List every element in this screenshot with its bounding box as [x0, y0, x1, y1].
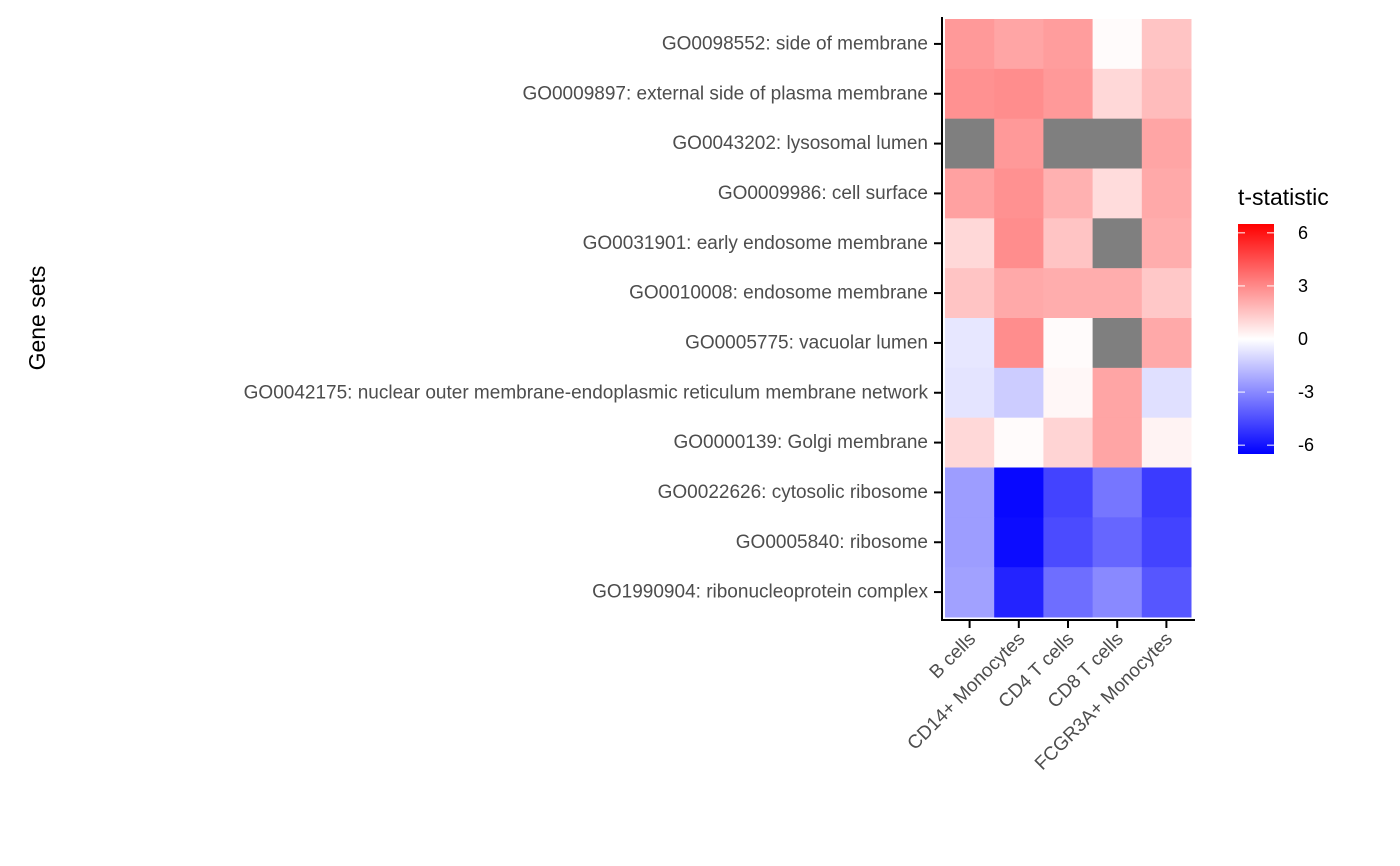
heatmap-cell: [1141, 68, 1192, 120]
heatmap-cell: [994, 168, 1044, 219]
heatmap-cell: [994, 517, 1044, 568]
heatmap-cell: [945, 467, 995, 518]
legend-tick-label: 0: [1298, 329, 1308, 349]
heatmap-cell: [1043, 318, 1094, 369]
heatmap-cell: [994, 467, 1044, 518]
heatmap-cell: [1141, 367, 1192, 419]
heatmap-cell: [1043, 268, 1094, 319]
heatmap-cell: [994, 19, 1044, 70]
heatmap-cell: [1043, 467, 1094, 518]
heatmap-cell: [1141, 19, 1192, 70]
heatmap-cell: [994, 218, 1044, 269]
y-tick-label: GO0005775: vacuolar lumen: [685, 332, 928, 353]
heatmap-cells: [945, 19, 1192, 618]
y-tick-label: GO0022626: cytosolic ribosome: [658, 482, 928, 503]
heatmap-cell: [1092, 567, 1143, 618]
y-axis-label: Gene sets: [24, 266, 50, 371]
heatmap-cell: [994, 268, 1044, 319]
legend-tick-label: -3: [1298, 382, 1314, 402]
heatmap-cell: [1092, 68, 1143, 120]
heatmap-cell: [1141, 417, 1192, 468]
heatmap-cell: [1092, 168, 1143, 219]
heatmap-cell: [1092, 118, 1143, 169]
heatmap-cell: [994, 417, 1044, 468]
heatmap-cell: [1043, 517, 1094, 568]
heatmap-cell: [1043, 367, 1094, 419]
heatmap-cell: [1043, 118, 1094, 169]
heatmap-cell: [1092, 318, 1143, 369]
heatmap-cell: [945, 567, 995, 618]
heatmap-cell: [945, 318, 995, 369]
legend-tick-label: -6: [1298, 435, 1314, 455]
y-axis-ticks: GO0098552: side of membrane GO0009897: ex…: [244, 33, 942, 603]
y-tick-label: GO0043202: lysosomal lumen: [672, 133, 928, 154]
heatmap-cell: [945, 417, 995, 468]
y-tick-label: GO0010008: endosome membrane: [629, 283, 928, 304]
heatmap-cell: [994, 118, 1044, 169]
heatmap-cell: [945, 68, 995, 120]
y-tick-label: GO0098552: side of membrane: [662, 33, 928, 54]
legend-title: t-statistic: [1238, 184, 1329, 210]
y-tick-label: GO1990904: ribonucleoprotein complex: [592, 582, 928, 603]
heatmap-cell: [994, 367, 1044, 419]
heatmap-cell: [1141, 517, 1192, 568]
heatmap-cell: [994, 318, 1044, 369]
heatmap-cell: [1043, 19, 1094, 70]
heatmap-cell: [1043, 567, 1094, 618]
heatmap-cell: [1043, 168, 1094, 219]
heatmap-cell: [1141, 467, 1192, 518]
heatmap-cell: [1092, 417, 1143, 468]
heatmap-cell: [945, 367, 995, 419]
y-tick-label: GO0000139: Golgi membrane: [673, 432, 928, 453]
heatmap-cell: [945, 168, 995, 219]
heatmap-cell: [1043, 68, 1094, 120]
heatmap-cell: [1141, 268, 1192, 319]
heatmap-cell: [1141, 118, 1192, 169]
legend: t-statistic 6 3 0 -3 -6: [1238, 184, 1329, 455]
heatmap-cell: [1141, 318, 1192, 369]
heatmap-cell: [1141, 168, 1192, 219]
heatmap-cell: [1043, 417, 1094, 468]
heatmap-cell: [1092, 268, 1143, 319]
heatmap-cell: [1043, 218, 1094, 269]
legend-tick-label: 3: [1298, 276, 1308, 296]
y-tick-label: GO0009986: cell surface: [718, 183, 928, 204]
y-tick-label: GO0031901: early endosome membrane: [583, 233, 928, 254]
heatmap-cell: [994, 567, 1044, 618]
heatmap-cell: [945, 268, 995, 319]
heatmap-cell: [1092, 517, 1143, 568]
legend-tick-label: 6: [1298, 223, 1308, 243]
y-tick-label: GO0042175: nuclear outer membrane-endopl…: [244, 382, 929, 403]
heatmap-cell: [1092, 218, 1143, 269]
heatmap-cell: [994, 68, 1044, 120]
heatmap-cell: [1092, 467, 1143, 518]
heatmap-cell: [1092, 19, 1143, 70]
y-tick-label: GO0009897: external side of plasma membr…: [522, 83, 928, 104]
y-tick-label: GO0005840: ribosome: [736, 532, 928, 553]
heatmap-cell: [945, 218, 995, 269]
heatmap-cell: [945, 517, 995, 568]
heatmap-cell: [945, 118, 995, 169]
heatmap-cell: [1141, 218, 1192, 269]
legend-ticks: 6 3 0 -3 -6: [1238, 223, 1314, 455]
heatmap-cell: [1092, 367, 1143, 419]
heatmap-cell: [1141, 567, 1192, 618]
heatmap-cell: [945, 19, 995, 70]
